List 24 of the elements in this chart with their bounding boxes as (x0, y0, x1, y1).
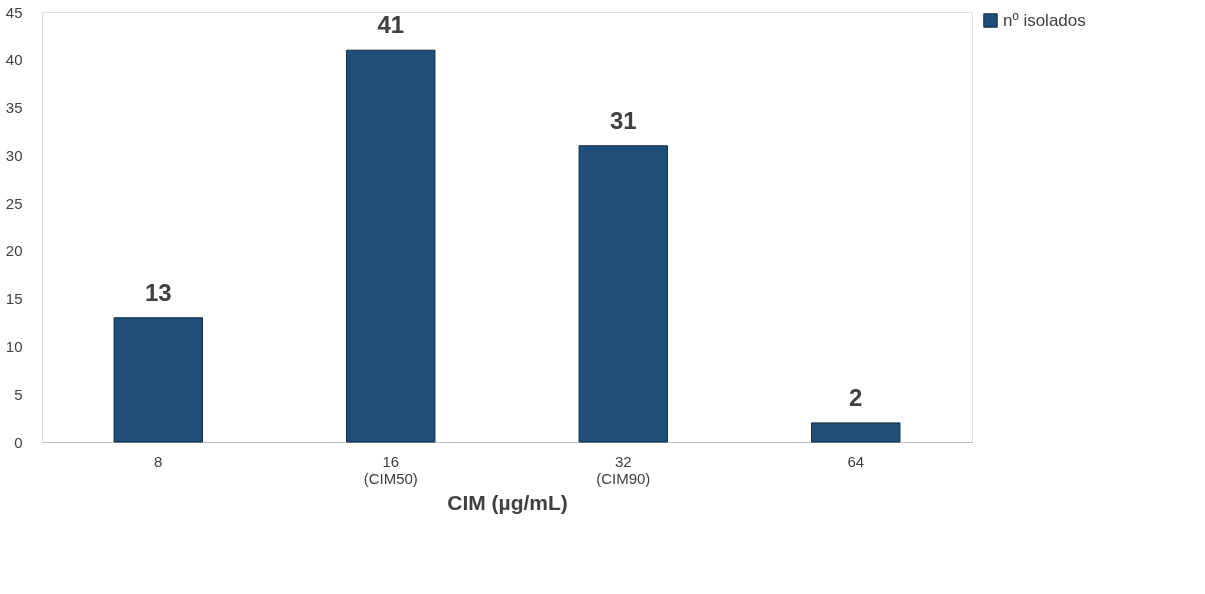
y-tick-label: 0 (14, 433, 23, 451)
x-tick-label: 8 (154, 452, 163, 470)
bar (346, 49, 436, 443)
data-label: 2 (849, 383, 863, 411)
x-tick-label: 64 (847, 452, 865, 470)
y-tick-label: 45 (5, 3, 23, 21)
bar (113, 317, 203, 443)
y-tick-label: 20 (5, 242, 23, 260)
data-label: 41 (377, 11, 405, 39)
y-tick-label: 35 (5, 99, 23, 117)
y-tick-label: 30 (5, 146, 23, 164)
y-tick-label: 40 (5, 51, 23, 69)
bar (811, 422, 901, 443)
y-tick-label: 10 (5, 337, 23, 355)
legend-label: nº isolados (1003, 10, 1086, 30)
y-tick-label: 25 (5, 194, 23, 212)
y-tick-label: 5 (14, 385, 23, 403)
data-label: 13 (144, 278, 172, 306)
x-tick-label: 32 (CIM90) (596, 452, 651, 487)
x-tick-label: 16 (CIM50) (363, 452, 418, 487)
bar (578, 145, 668, 443)
data-label: 31 (609, 106, 637, 134)
x-axis-title: CIM (µg/mL) (447, 490, 568, 514)
y-tick-label: 15 (5, 290, 23, 308)
